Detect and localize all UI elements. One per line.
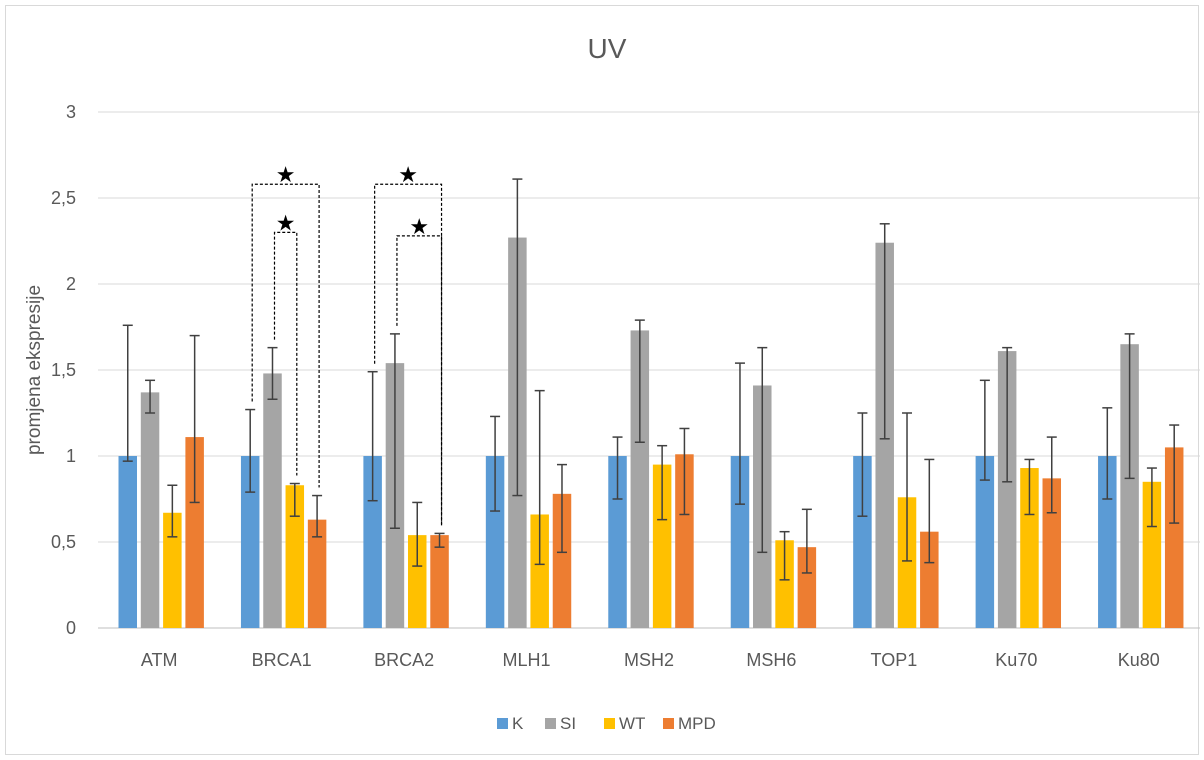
bar: [118, 456, 137, 628]
bar: [140, 392, 160, 628]
x-tick-label: MSH6: [746, 650, 796, 670]
x-tick-label: TOP1: [871, 650, 918, 670]
bar: [1142, 481, 1162, 628]
bar: [430, 535, 449, 628]
bar: [730, 456, 750, 628]
bar: [407, 535, 427, 628]
bar: [163, 512, 182, 628]
bars: [118, 237, 1184, 628]
x-tick-label: ATM: [141, 650, 178, 670]
bar: [997, 351, 1017, 628]
bar: [530, 514, 549, 628]
bar: [485, 456, 505, 628]
legend: K SI WT MPD: [497, 714, 716, 733]
significance-star: ★: [398, 162, 418, 187]
legend-swatch: [663, 718, 674, 729]
x-tick-label: BRCA1: [252, 650, 312, 670]
bar: [797, 547, 817, 628]
significance-bracket: [273, 231, 298, 476]
bar: [285, 485, 305, 628]
x-tick-label: BRCA2: [374, 650, 434, 670]
x-tick-label: Ku70: [995, 650, 1037, 670]
legend-label: SI: [560, 714, 576, 733]
x-tick-label: MLH1: [503, 650, 551, 670]
bar: [185, 437, 204, 628]
bar: [975, 456, 995, 628]
significance-bracket: [251, 183, 320, 488]
legend-label: MPD: [678, 714, 716, 733]
bar: [363, 456, 382, 628]
bar: [1020, 468, 1039, 628]
significance-bracket: [374, 183, 443, 526]
y-tick-label: 1,5: [51, 360, 76, 380]
y-ticks: 0 0,5 1 1,5 2 2,5 3: [51, 102, 76, 638]
bar: [675, 454, 694, 628]
y-axis-label: promjena ekspresije: [24, 285, 45, 455]
bar: [920, 531, 939, 628]
y-tick-label: 2,5: [51, 188, 76, 208]
legend-swatch: [497, 718, 508, 729]
bar: [552, 493, 572, 628]
legend-label: WT: [619, 714, 645, 733]
bar: [775, 540, 794, 628]
y-tick-label: 0,5: [51, 532, 76, 552]
y-tick-label: 3: [66, 102, 76, 122]
significance-star: ★: [276, 210, 296, 235]
significance-bracket: [396, 235, 443, 526]
significance-star: ★: [409, 214, 429, 239]
bar: [307, 519, 327, 628]
y-tick-label: 0: [66, 618, 76, 638]
bar: [1120, 344, 1139, 628]
bar: [240, 456, 260, 628]
x-tick-label: MSH2: [624, 650, 674, 670]
legend-swatch: [545, 718, 556, 729]
bar: [263, 373, 282, 628]
significance-brackets: ★ ★ ★ ★: [251, 162, 443, 526]
error-bars: [122, 178, 1180, 581]
y-tick-label: 1: [66, 446, 76, 466]
chart-title: UV: [588, 33, 627, 64]
bar: [853, 456, 872, 628]
bar: [630, 330, 650, 628]
bar: [897, 497, 917, 628]
x-ticks: ATM BRCA1 BRCA2 MLH1 MSH2 MSH6 TOP1 Ku70 Ku80: [141, 650, 1160, 670]
legend-label: K: [512, 714, 524, 733]
y-tick-label: 2: [66, 274, 76, 294]
bar: [652, 464, 672, 628]
legend-swatch: [604, 718, 615, 729]
significance-star: ★: [276, 162, 296, 187]
bar: [1164, 447, 1184, 628]
x-tick-label: Ku80: [1118, 650, 1160, 670]
bar: [1042, 478, 1062, 628]
